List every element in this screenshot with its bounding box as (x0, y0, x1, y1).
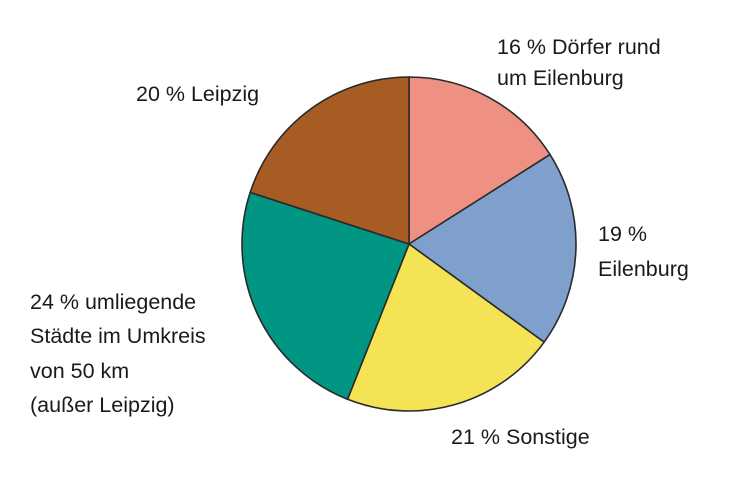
slice-labels: 16 % Dörfer rund um Eilenburg 19 % Eilen… (30, 35, 689, 449)
label-sonstige: 21 % Sonstige (451, 425, 590, 449)
label-eilenburg: 19 % Eilenburg (598, 222, 689, 281)
slice-dorfer (408, 76, 551, 245)
slice-leipzig (249, 76, 410, 245)
slice-sonstige (346, 243, 545, 412)
pie-slices (241, 76, 577, 412)
slice-umliegende-stadte (241, 191, 410, 401)
slice-eilenburg (408, 153, 577, 343)
label-dorfer: 16 % Dörfer rund um Eilenburg (497, 35, 667, 90)
label-umliegende-stadte: 24 % umliegende Städte im Umkreis von 50… (30, 290, 212, 417)
label-leipzig: 20 % Leipzig (136, 82, 259, 106)
